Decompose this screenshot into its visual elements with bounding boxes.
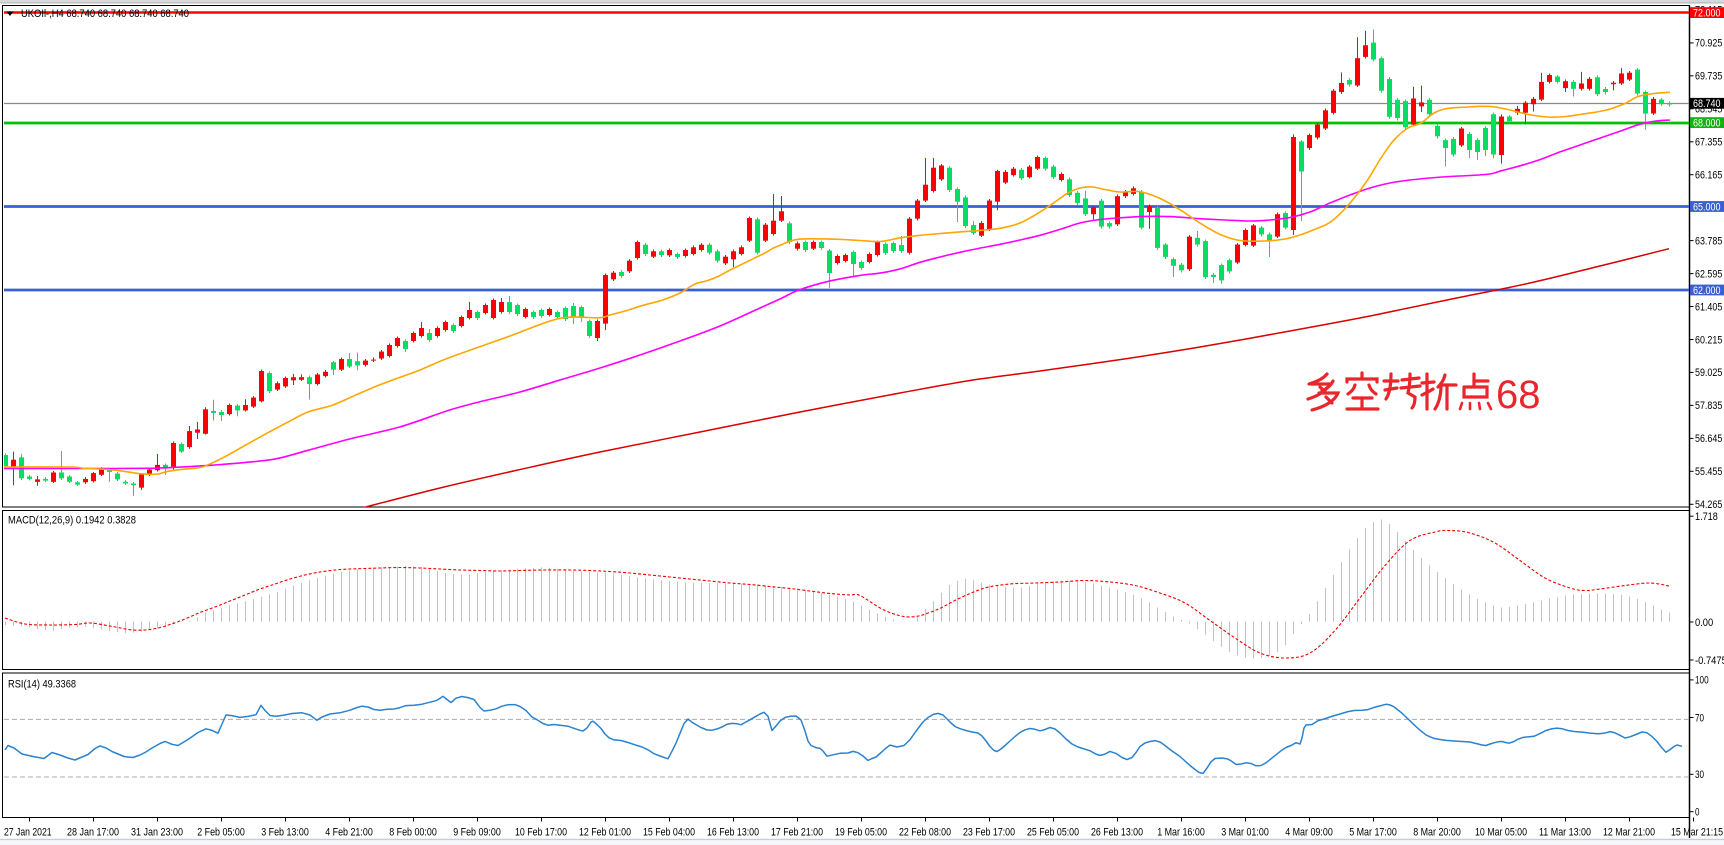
svg-text:69.735: 69.735 bbox=[1695, 71, 1722, 83]
svg-text:3 Mar 01:00: 3 Mar 01:00 bbox=[1221, 827, 1269, 839]
svg-text:68.000: 68.000 bbox=[1693, 117, 1721, 129]
svg-text:MACD(12,26,9) 0.1942 0.3828: MACD(12,26,9) 0.1942 0.3828 bbox=[8, 515, 136, 527]
svg-text:8 Mar 20:00: 8 Mar 20:00 bbox=[1413, 827, 1461, 839]
svg-text:17 Feb 21:00: 17 Feb 21:00 bbox=[771, 827, 823, 839]
svg-text:25 Feb 05:00: 25 Feb 05:00 bbox=[1027, 827, 1079, 839]
svg-text:9 Feb 09:00: 9 Feb 09:00 bbox=[453, 827, 501, 839]
svg-text:65.000: 65.000 bbox=[1693, 201, 1721, 213]
svg-text:59.025: 59.025 bbox=[1695, 367, 1722, 379]
svg-text:1 Mar 16:00: 1 Mar 16:00 bbox=[1157, 827, 1205, 839]
svg-text:23 Feb 17:00: 23 Feb 17:00 bbox=[963, 827, 1015, 839]
svg-text:70.925: 70.925 bbox=[1695, 38, 1722, 50]
svg-text:66.165: 66.165 bbox=[1695, 170, 1722, 182]
svg-text:55.455: 55.455 bbox=[1695, 466, 1722, 478]
svg-text:3 Feb 13:00: 3 Feb 13:00 bbox=[261, 827, 309, 839]
svg-text:54.265: 54.265 bbox=[1695, 499, 1722, 511]
svg-text:70: 70 bbox=[1695, 712, 1704, 724]
svg-text:30: 30 bbox=[1695, 769, 1704, 781]
svg-text:57.835: 57.835 bbox=[1695, 400, 1722, 412]
svg-text:62.000: 62.000 bbox=[1693, 285, 1721, 297]
svg-text:68: 68 bbox=[1496, 373, 1541, 417]
svg-text:72.000: 72.000 bbox=[1693, 7, 1721, 19]
svg-text:4 Feb 21:00: 4 Feb 21:00 bbox=[325, 827, 373, 839]
svg-text:RSI(14) 49.3368: RSI(14) 49.3368 bbox=[8, 679, 76, 691]
svg-text:1.718: 1.718 bbox=[1695, 511, 1718, 523]
svg-text:5 Mar 17:00: 5 Mar 17:00 bbox=[1349, 827, 1397, 839]
svg-text:28 Jan 17:00: 28 Jan 17:00 bbox=[67, 827, 119, 839]
svg-text:10 Mar 05:00: 10 Mar 05:00 bbox=[1475, 827, 1527, 839]
svg-text:12 Feb 01:00: 12 Feb 01:00 bbox=[579, 827, 631, 839]
svg-text:16 Feb 13:00: 16 Feb 13:00 bbox=[707, 827, 759, 839]
svg-text:26 Feb 13:00: 26 Feb 13:00 bbox=[1091, 827, 1143, 839]
svg-text:60.215: 60.215 bbox=[1695, 334, 1722, 346]
svg-text:15 Mar 21:15: 15 Mar 21:15 bbox=[1671, 827, 1723, 839]
svg-text:11 Mar 13:00: 11 Mar 13:00 bbox=[1539, 827, 1591, 839]
svg-text:0: 0 bbox=[1695, 807, 1700, 819]
svg-text:-0.7475: -0.7475 bbox=[1695, 655, 1724, 667]
svg-text:22 Feb 08:00: 22 Feb 08:00 bbox=[899, 827, 951, 839]
svg-text:31 Jan 23:00: 31 Jan 23:00 bbox=[131, 827, 183, 839]
svg-text:61.405: 61.405 bbox=[1695, 301, 1722, 313]
svg-text:67.355: 67.355 bbox=[1695, 137, 1722, 149]
svg-text:8 Feb 00:00: 8 Feb 00:00 bbox=[389, 827, 437, 839]
svg-text:UKOIl-,H4 68.740 68.740 68.74: UKOIl-,H4 68.740 68.740 68.740 68.740 bbox=[21, 8, 189, 20]
svg-text:62.595: 62.595 bbox=[1695, 268, 1722, 280]
svg-text:10 Feb 17:00: 10 Feb 17:00 bbox=[515, 827, 567, 839]
svg-text:56.645: 56.645 bbox=[1695, 433, 1722, 445]
svg-text:63.785: 63.785 bbox=[1695, 235, 1722, 247]
svg-text:100: 100 bbox=[1695, 675, 1709, 687]
svg-text:27 Jan 2021: 27 Jan 2021 bbox=[4, 827, 52, 839]
svg-text:68.740: 68.740 bbox=[1693, 98, 1721, 110]
svg-text:15 Feb 04:00: 15 Feb 04:00 bbox=[643, 827, 695, 839]
svg-text:4 Mar 09:00: 4 Mar 09:00 bbox=[1285, 827, 1333, 839]
svg-text:19 Feb 05:00: 19 Feb 05:00 bbox=[835, 827, 887, 839]
svg-text:2 Feb 05:00: 2 Feb 05:00 bbox=[197, 827, 245, 839]
svg-text:12 Mar 21:00: 12 Mar 21:00 bbox=[1603, 827, 1655, 839]
svg-text:0.00: 0.00 bbox=[1695, 617, 1713, 629]
